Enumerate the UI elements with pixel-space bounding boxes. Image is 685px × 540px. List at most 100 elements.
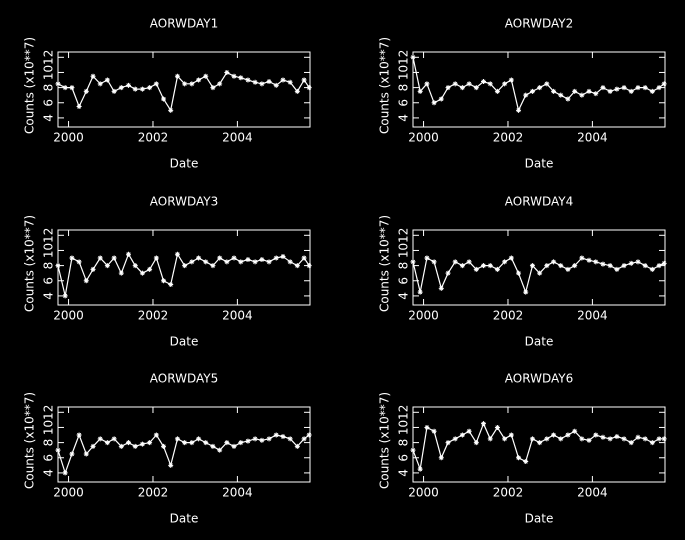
data-point	[445, 85, 451, 91]
data-point	[306, 263, 312, 269]
data-point	[111, 88, 117, 94]
data-point	[182, 263, 188, 269]
data-point	[537, 85, 543, 91]
data-point	[417, 289, 423, 295]
data-point	[452, 436, 458, 442]
data-point	[621, 85, 627, 91]
y-tick-label: 12	[42, 405, 56, 420]
x-axis-label: Date	[525, 157, 554, 171]
data-point	[424, 81, 430, 87]
data-point	[294, 263, 300, 269]
data-point	[508, 77, 514, 83]
data-point	[69, 85, 75, 91]
data-point	[593, 432, 599, 438]
data-point	[502, 81, 508, 87]
data-point	[104, 263, 110, 269]
y-tick-label: 6	[397, 99, 411, 107]
data-point	[153, 432, 159, 438]
data-point	[551, 88, 557, 94]
subplot: AORWDAY4 Date Counts (x10**7) 2000 2002 2004 4…	[378, 195, 667, 349]
data-point	[628, 260, 634, 266]
x-tick-label: 2004	[222, 131, 253, 145]
data-point	[69, 451, 75, 457]
data-point	[635, 434, 641, 440]
data-point	[259, 81, 265, 87]
data-point	[558, 92, 564, 98]
data-point	[445, 440, 451, 446]
y-tick-label: 4	[42, 469, 56, 477]
x-axis-label: Date	[525, 335, 554, 349]
data-point	[656, 436, 662, 442]
data-point	[431, 100, 437, 106]
data-point	[210, 85, 216, 91]
data-point	[661, 81, 667, 87]
y-tick-label: 6	[397, 277, 411, 285]
data-point	[656, 85, 662, 91]
y-tick-label: 8	[397, 262, 411, 270]
data-point	[445, 270, 451, 276]
data-point	[147, 266, 153, 272]
y-tick-label: 12	[397, 228, 411, 243]
data-point	[628, 440, 634, 446]
x-tick-label: 2002	[138, 486, 169, 500]
data-point	[621, 436, 627, 442]
data-point	[438, 455, 444, 461]
y-tick-label: 10	[42, 65, 56, 80]
y-tick-label: 12	[42, 228, 56, 243]
y-tick-label: 4	[397, 292, 411, 300]
data-point	[189, 259, 195, 265]
data-point	[572, 428, 578, 434]
data-point	[649, 88, 655, 94]
data-point	[231, 443, 237, 449]
subplot-title: AORWDAY3	[150, 195, 218, 209]
data-point	[551, 432, 557, 438]
y-tick-label: 10	[42, 420, 56, 435]
data-point	[294, 443, 300, 449]
data-point	[189, 440, 195, 446]
x-tick-label: 2004	[222, 486, 253, 500]
y-tick-label: 4	[42, 292, 56, 300]
data-point	[607, 88, 613, 94]
data-point	[294, 88, 300, 94]
data-point	[90, 73, 96, 79]
data-point	[487, 263, 493, 269]
data-point	[196, 255, 202, 261]
data-point	[579, 255, 585, 261]
plot-frame	[57, 51, 311, 128]
data-point	[97, 436, 103, 442]
y-tick-label: 6	[42, 99, 56, 107]
x-tick-label: 2004	[222, 309, 253, 323]
data-point	[466, 81, 472, 87]
data-point	[132, 443, 138, 449]
data-point	[473, 266, 479, 272]
y-axis-label: Counts (x10**7)	[378, 37, 392, 134]
y-tick-label: 8	[42, 84, 56, 92]
data-point	[473, 440, 479, 446]
data-point	[139, 441, 145, 447]
data-point	[593, 91, 599, 97]
subplot: AORWDAY5 Date Counts (x10**7) 2000 2002 2004 4…	[23, 372, 312, 526]
data-point	[516, 270, 522, 276]
y-axis-label: Counts (x10**7)	[378, 215, 392, 312]
data-point	[661, 436, 667, 442]
data-point	[544, 263, 550, 269]
data-point	[287, 436, 293, 442]
y-axis-label: Counts (x10**7)	[23, 215, 37, 312]
data-point	[62, 85, 68, 91]
data-point	[558, 436, 564, 442]
data-point	[452, 259, 458, 265]
data-point	[83, 278, 89, 284]
data-point	[586, 437, 592, 443]
data-point	[62, 470, 68, 476]
data-point	[210, 263, 216, 269]
data-point	[203, 440, 209, 446]
data-point	[417, 466, 423, 472]
data-point	[523, 459, 529, 465]
data-point	[529, 263, 535, 269]
y-tick-label: 8	[397, 84, 411, 92]
x-axis-label: Date	[525, 512, 554, 526]
data-point	[217, 81, 223, 87]
x-axis-label: Date	[170, 512, 199, 526]
subplot-title: AORWDAY1	[150, 17, 218, 31]
data-point	[118, 85, 124, 91]
